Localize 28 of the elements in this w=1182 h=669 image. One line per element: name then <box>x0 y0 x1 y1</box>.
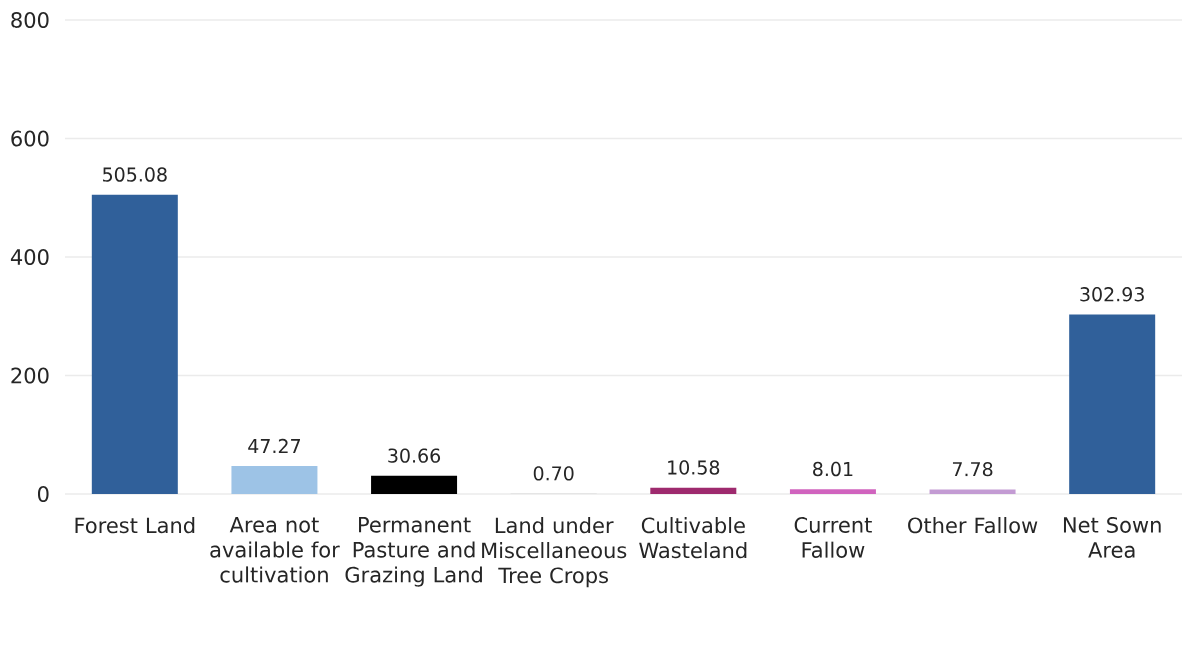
data-label: 10.58 <box>668 460 720 475</box>
bar <box>91 194 178 494</box>
data-label: 47.27 <box>248 438 300 453</box>
y-tick-label: 200 <box>11 367 49 384</box>
x-tick-label: Forest Land <box>75 517 195 534</box>
bar <box>929 489 1016 494</box>
x-tick-label: Land under Miscellaneous Tree Crops <box>482 517 627 588</box>
y-tick-label: 400 <box>10 249 49 265</box>
x-tick-label: Current Fallow <box>794 517 872 558</box>
data-label: 302.93 <box>1080 287 1144 302</box>
data-label: 8.01 <box>813 461 853 477</box>
y-tick-label: 0 <box>37 486 49 502</box>
x-tick-label: Cultivable Wasteland <box>639 517 747 559</box>
y-tick-label: 800 <box>11 12 49 28</box>
bar <box>789 489 876 494</box>
y-tick-label: 600 <box>11 130 49 147</box>
data-label: 505.08 <box>103 167 167 182</box>
data-label: 30.66 <box>388 448 441 463</box>
bar <box>650 487 737 494</box>
bar <box>1069 314 1156 494</box>
x-tick-label: Area not available for cultivation <box>210 517 340 583</box>
x-tick-label: Other Fallow <box>908 517 1038 534</box>
x-tick-label: Permanent Pasture and Grazing Land <box>345 517 482 587</box>
bar <box>231 465 318 494</box>
data-label: 7.78 <box>952 461 993 477</box>
data-label: 0.70 <box>533 466 574 481</box>
x-tick-label: Net Sown Area <box>1063 517 1161 558</box>
bar <box>371 475 458 494</box>
